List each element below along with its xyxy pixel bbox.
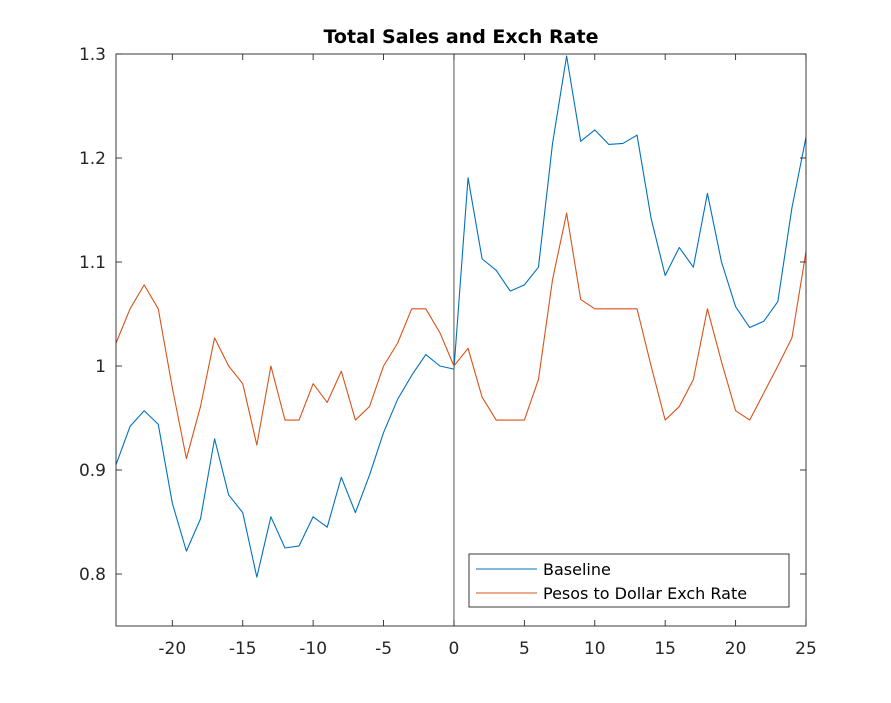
x-tick-label: 20 <box>725 639 747 659</box>
x-tick-label: 0 <box>449 639 460 659</box>
y-tick-label: 1.1 <box>79 253 106 273</box>
series-line-1 <box>115 55 807 578</box>
legend-box <box>468 553 790 608</box>
axes-box <box>115 53 807 627</box>
x-tick-label: 15 <box>654 639 676 659</box>
x-tick-label: 10 <box>584 639 606 659</box>
axes-layer: -20 -15 -10 -5 0 5 10 15 20 25 0.8 0.9 1 1.1 1.2 1.3 <box>79 45 817 659</box>
x-tick-label: 25 <box>795 639 817 659</box>
legend-label: Baseline <box>543 560 611 579</box>
y-tick-label: 1.2 <box>79 149 106 169</box>
plot-background <box>116 54 806 626</box>
y-tick-label: 1.3 <box>79 45 106 65</box>
chart-title: Total Sales and Exch Rate <box>324 26 599 48</box>
x-tick-label: 5 <box>519 639 530 659</box>
x-tick-label: -10 <box>299 639 327 659</box>
x-tick-label: -15 <box>229 639 257 659</box>
y-tick-label: 0.9 <box>79 461 106 481</box>
plot-area <box>116 54 806 626</box>
y-tick-label: 1 <box>95 357 106 377</box>
series-line-2 <box>115 212 807 460</box>
x-tick-label: -5 <box>375 639 392 659</box>
y-tick-label: 0.8 <box>79 565 106 585</box>
series-layer <box>115 55 807 578</box>
legend: Baseline Pesos to Dollar Exch Rate <box>468 553 790 608</box>
legend-label: Pesos to Dollar Exch Rate <box>543 584 747 603</box>
x-tick-label: -20 <box>158 639 186 659</box>
